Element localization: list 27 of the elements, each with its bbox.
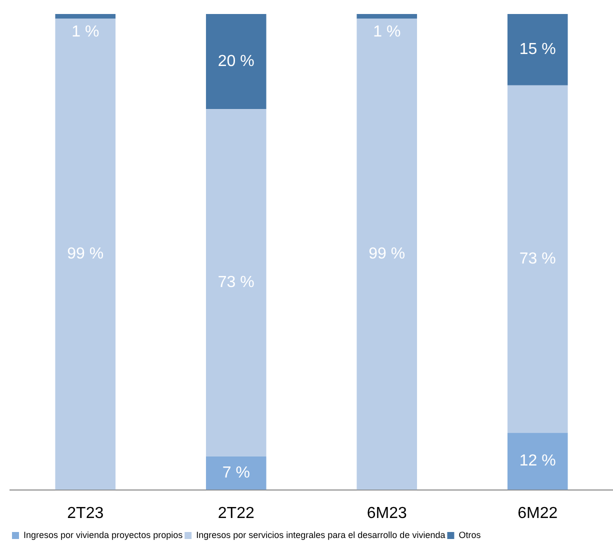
data-label: 99 %: [67, 246, 104, 263]
x-tick-label: 2T23: [67, 504, 104, 522]
bar: [356, 14, 418, 19]
legend-label: Ingresos por servicios integrales para el desarrollo de vivienda: [196, 530, 446, 540]
data-label: 73 %: [519, 250, 556, 268]
bar: [206, 109, 266, 456]
data-label: 1 %: [72, 23, 100, 40]
data-label: 20 %: [218, 52, 254, 70]
bar: [55, 14, 116, 19]
x-tick-label: 6M22: [518, 504, 558, 522]
data-label: 12 %: [519, 452, 556, 470]
bar: [55, 18, 116, 490]
data-label: 1 %: [373, 23, 401, 40]
legend-label: Otros: [458, 530, 482, 540]
bar: [507, 432, 568, 490]
x-tick-label: 6M23: [366, 504, 407, 522]
legend-label: Ingresos por vivienda proyectos propios: [24, 530, 184, 540]
x-tick-label: 2T22: [218, 504, 254, 522]
data-label: 7 %: [222, 464, 250, 482]
bar: [356, 18, 418, 490]
bar: [206, 456, 266, 490]
bar: [507, 14, 568, 86]
bar: [206, 14, 266, 110]
data-label: 99 %: [368, 246, 406, 263]
bar: [507, 85, 568, 433]
data-label: 73 %: [218, 274, 254, 292]
data-label: 15 %: [519, 41, 556, 58]
